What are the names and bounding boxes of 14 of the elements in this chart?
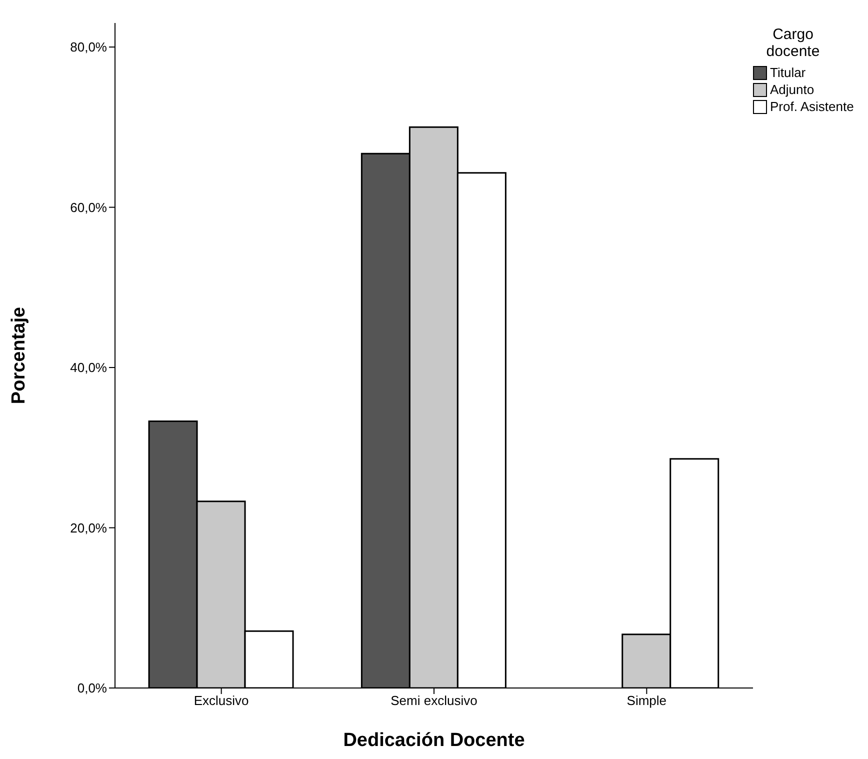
y-tick-label: 0,0% bbox=[77, 680, 108, 696]
x-tick-label: Simple bbox=[626, 693, 667, 708]
legend-label: Prof. Asistente bbox=[770, 99, 854, 114]
x-tick-label: Exclusivo bbox=[194, 693, 249, 708]
legend-title: Cargo docente bbox=[765, 26, 821, 60]
x-axis-title: Dedicación Docente bbox=[343, 730, 525, 751]
legend-label: Titular bbox=[770, 65, 806, 80]
legend-label: Adjunto bbox=[770, 82, 814, 97]
y-tick-label: 80,0% bbox=[70, 40, 108, 55]
y-tick-label: 60,0% bbox=[70, 200, 108, 215]
x-tick-label: Semi exclusivo bbox=[390, 693, 478, 708]
y-tick-label: 20,0% bbox=[70, 520, 108, 536]
y-axis-title: Porcentaje bbox=[8, 306, 30, 404]
y-tick-label: 40,0% bbox=[70, 360, 108, 376]
